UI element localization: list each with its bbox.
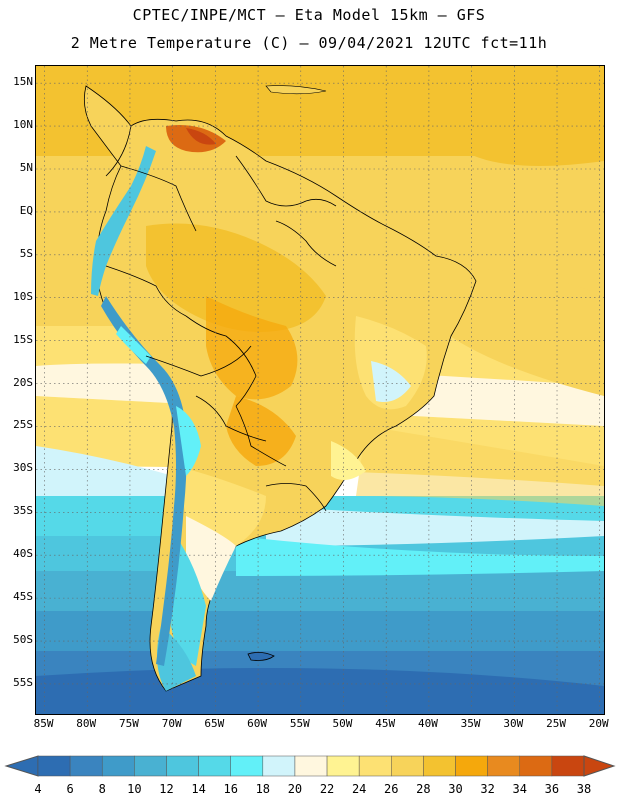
colorbar-tick-label: 36 [544,782,560,796]
colorbar-tick-label: 22 [319,782,335,796]
colorbar-tick-label: 24 [351,782,367,796]
colorbar-swatch [423,755,456,777]
lat-tick-label: 15N [13,75,33,89]
colorbar-swatch [262,755,296,777]
lat-tick-label: 25S [13,418,33,432]
map-frame [35,65,605,715]
ocean-temperature-bands [36,66,604,714]
colorbar-swatch [391,755,424,777]
colorbar-tick-label: 14 [191,782,206,796]
colorbar-tick-label: 16 [223,782,238,796]
colorbar-tick-label: 32 [480,782,495,796]
lat-tick-label: 5N [19,160,33,174]
colorbar-swatch [294,755,328,777]
lat-tick-label: 10S [13,289,33,303]
colorbar-swatch [455,755,488,777]
lon-tick-label: 30W [503,717,524,730]
colorbar-swatch [358,755,392,777]
country-borders [105,125,337,512]
colorbar-swatch [101,755,135,777]
lon-tick-label: 50W [332,717,353,730]
colorbar-tick-label: 8 [98,782,106,796]
colorbar-tick-label: 26 [384,782,399,796]
malvinas-islands [247,652,275,661]
colorbar-tick-label: 34 [512,782,527,796]
chart-subtitle: 2 Metre Temperature (C) – 09/04/2021 12U… [70,34,548,52]
lon-tick-label: 85W [33,717,54,730]
colorbar-swatch [519,755,553,777]
lon-tick-label: 55W [289,717,310,730]
colorbar-swatch [166,755,199,777]
colorbar-swatch [37,755,71,777]
lat-tick-label: 5S [19,246,33,260]
lat-tick-label: 15S [13,332,33,346]
colorbar-tick-label: 12 [159,782,174,796]
colorbar-tick-label: 30 [448,782,463,796]
lat-tick-label: EQ [19,203,33,217]
colorbar-tick-label: 10 [127,782,142,796]
colorbar-swatch [134,755,167,777]
lat-tick-label: 35S [13,504,33,518]
colorbar-swatch [487,755,521,777]
colorbar-swatch [326,755,360,777]
lon-tick-label: 20W [588,717,609,730]
colorbar-tick-label: 6 [66,782,74,796]
lon-tick-label: 80W [76,717,97,730]
colorbar-swatch [69,755,103,777]
colorbar-tick-label: 38 [576,782,592,796]
lat-tick-label: 30S [13,461,33,475]
colorbar-high-arrow [583,755,616,777]
colorbar [4,755,616,777]
colorbar-tick-label: 28 [416,782,431,796]
lon-tick-label: 70W [161,717,182,730]
graticule [36,66,604,714]
lon-tick-label: 25W [546,717,566,730]
caribbean-islands [265,85,327,95]
lon-tick-label: 40W [417,717,438,730]
lon-tick-label: 75W [119,717,139,730]
temperature-map [36,66,604,714]
lon-tick-label: 35W [460,717,481,730]
colorbar-low-arrow [4,755,39,777]
colorbar-tick-label: 18 [255,782,271,796]
colorbar-tick-label: 4 [34,782,42,796]
colorbar-tick-label: 20 [287,782,303,796]
lat-tick-label: 55S [13,675,33,689]
lat-tick-label: 45S [13,590,33,604]
lon-tick-label: 45W [375,717,396,730]
chart-title: CPTEC/INPE/MCT – Eta Model 15km – GFS [132,6,486,24]
lon-tick-label: 65W [204,717,225,730]
lon-tick-label: 60W [247,717,267,730]
colorbar-swatch [198,755,231,777]
colorbar-swatch [230,755,264,777]
south-america-land [83,85,477,692]
colorbar-swatch [551,755,585,777]
lat-tick-label: 40S [13,547,33,561]
lat-tick-label: 50S [13,633,33,647]
lat-tick-label: 10N [13,118,33,132]
lat-tick-label: 20S [13,375,33,389]
